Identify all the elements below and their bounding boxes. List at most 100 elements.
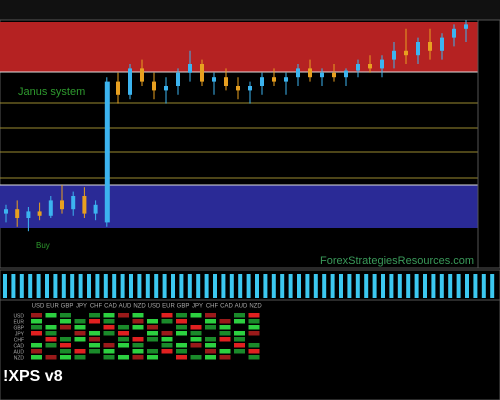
column-label: CHF: [206, 304, 219, 310]
column-label: CHF: [90, 304, 103, 310]
logo: !XPS v8: [3, 368, 63, 385]
heatmap-cell: [103, 319, 115, 324]
column-label: EUR: [162, 304, 175, 310]
heatmap-cell: [74, 331, 86, 336]
column-label: JPY: [76, 304, 87, 310]
candle-body: [26, 211, 31, 218]
heatmap-cell: [219, 319, 231, 324]
heatmap-cell: [31, 319, 42, 324]
indicator-bar: [305, 274, 310, 298]
column-label: NZD: [249, 304, 262, 310]
row-label: CHF: [14, 337, 24, 343]
candle-body: [152, 81, 156, 91]
column-label: NZD: [133, 304, 146, 310]
heatmap-cell: [74, 325, 86, 330]
row-label: GBP: [13, 325, 24, 331]
heatmap-cell: [89, 331, 100, 336]
indicator-bar: [196, 274, 201, 298]
heatmap-cell: [74, 337, 86, 342]
heatmap-cell: [248, 349, 260, 354]
heatmap-cell: [205, 319, 216, 324]
indicator-bar: [330, 274, 335, 298]
heatmap-cell: [89, 319, 100, 324]
heatmap-cell: [103, 331, 115, 336]
indicator-bar: [171, 274, 175, 298]
candle-body: [368, 64, 372, 69]
candle-body: [164, 86, 168, 91]
heatmap-cell: [190, 355, 202, 360]
heatmap-cell: [234, 319, 245, 324]
candle-body: [260, 77, 264, 86]
heatmap-cell: [132, 325, 144, 330]
candle-body: [236, 86, 240, 91]
column-label: CAD: [220, 304, 233, 310]
heatmap-cell: [161, 331, 173, 336]
row-label: EUR: [13, 319, 24, 325]
heatmap-cell: [248, 325, 260, 330]
watermark: ForexStrategiesResources.com: [320, 255, 474, 267]
indicator-bar: [313, 274, 318, 298]
heatmap-cell: [45, 325, 57, 330]
heatmap-cell: [248, 343, 260, 348]
blue-zone: [0, 185, 478, 228]
heatmap-cell: [190, 337, 202, 342]
candle-body: [392, 50, 396, 60]
column-label: AUD: [235, 304, 248, 310]
heatmap-cell: [132, 355, 144, 360]
column-label: EUR: [46, 304, 59, 310]
column-label: JPY: [192, 304, 203, 310]
heatmap-cell: [103, 355, 115, 360]
indicator-bar: [28, 274, 33, 298]
heatmap-cell: [161, 337, 173, 342]
candle-body: [428, 42, 432, 51]
candle-body: [82, 196, 87, 214]
candle-body: [272, 77, 276, 82]
indicator-bar: [19, 274, 24, 298]
indicator-bar: [61, 274, 66, 298]
indicator-bar: [448, 274, 453, 298]
heatmap-cell: [60, 343, 71, 348]
candle-body: [15, 209, 20, 218]
heatmap-cell: [176, 325, 187, 330]
candle-body: [416, 42, 420, 56]
heatmap-cell: [74, 319, 86, 324]
indicator-bar: [137, 274, 142, 298]
row-label: NZD: [14, 355, 25, 361]
heatmap-cell: [234, 349, 245, 354]
heatmap-cell: [161, 319, 173, 324]
heatmap-cell: [132, 319, 144, 324]
indicator-bar: [364, 274, 369, 298]
indicator-bar: [473, 274, 478, 298]
candle-body: [128, 68, 132, 95]
indicator-bar: [381, 274, 385, 298]
heatmap-cell: [248, 319, 260, 324]
indicator-bar: [280, 274, 285, 298]
heatmap-cell: [219, 349, 231, 354]
heatmap-cell: [74, 349, 86, 354]
indicator-bar: [456, 274, 461, 298]
heatmap-cell: [89, 349, 100, 354]
indicator-bar: [255, 274, 259, 298]
heatmap-cell: [234, 313, 245, 318]
candle-body: [308, 68, 312, 78]
heatmap-cell: [205, 349, 216, 354]
heatmap-cell: [132, 343, 144, 348]
row-label: CAD: [13, 343, 24, 349]
heatmap-cell: [89, 313, 100, 318]
indicator-bar: [238, 274, 243, 298]
heatmap-cell: [248, 313, 260, 318]
heatmap-cell: [132, 337, 144, 342]
indicator-bar: [87, 274, 91, 298]
heatmap-cell: [103, 325, 115, 330]
heatmap-cell: [205, 325, 216, 330]
heatmap-cell: [31, 343, 42, 348]
heatmap-cell: [132, 349, 144, 354]
heatmap-cell: [190, 325, 202, 330]
indicator-bar: [423, 274, 427, 298]
candle-body: [248, 86, 252, 91]
candle-body: [404, 50, 408, 56]
indicator-bar: [11, 274, 16, 298]
column-label: GBP: [177, 304, 190, 310]
heatmap-cell: [176, 319, 187, 324]
heatmap-cell: [234, 343, 245, 348]
